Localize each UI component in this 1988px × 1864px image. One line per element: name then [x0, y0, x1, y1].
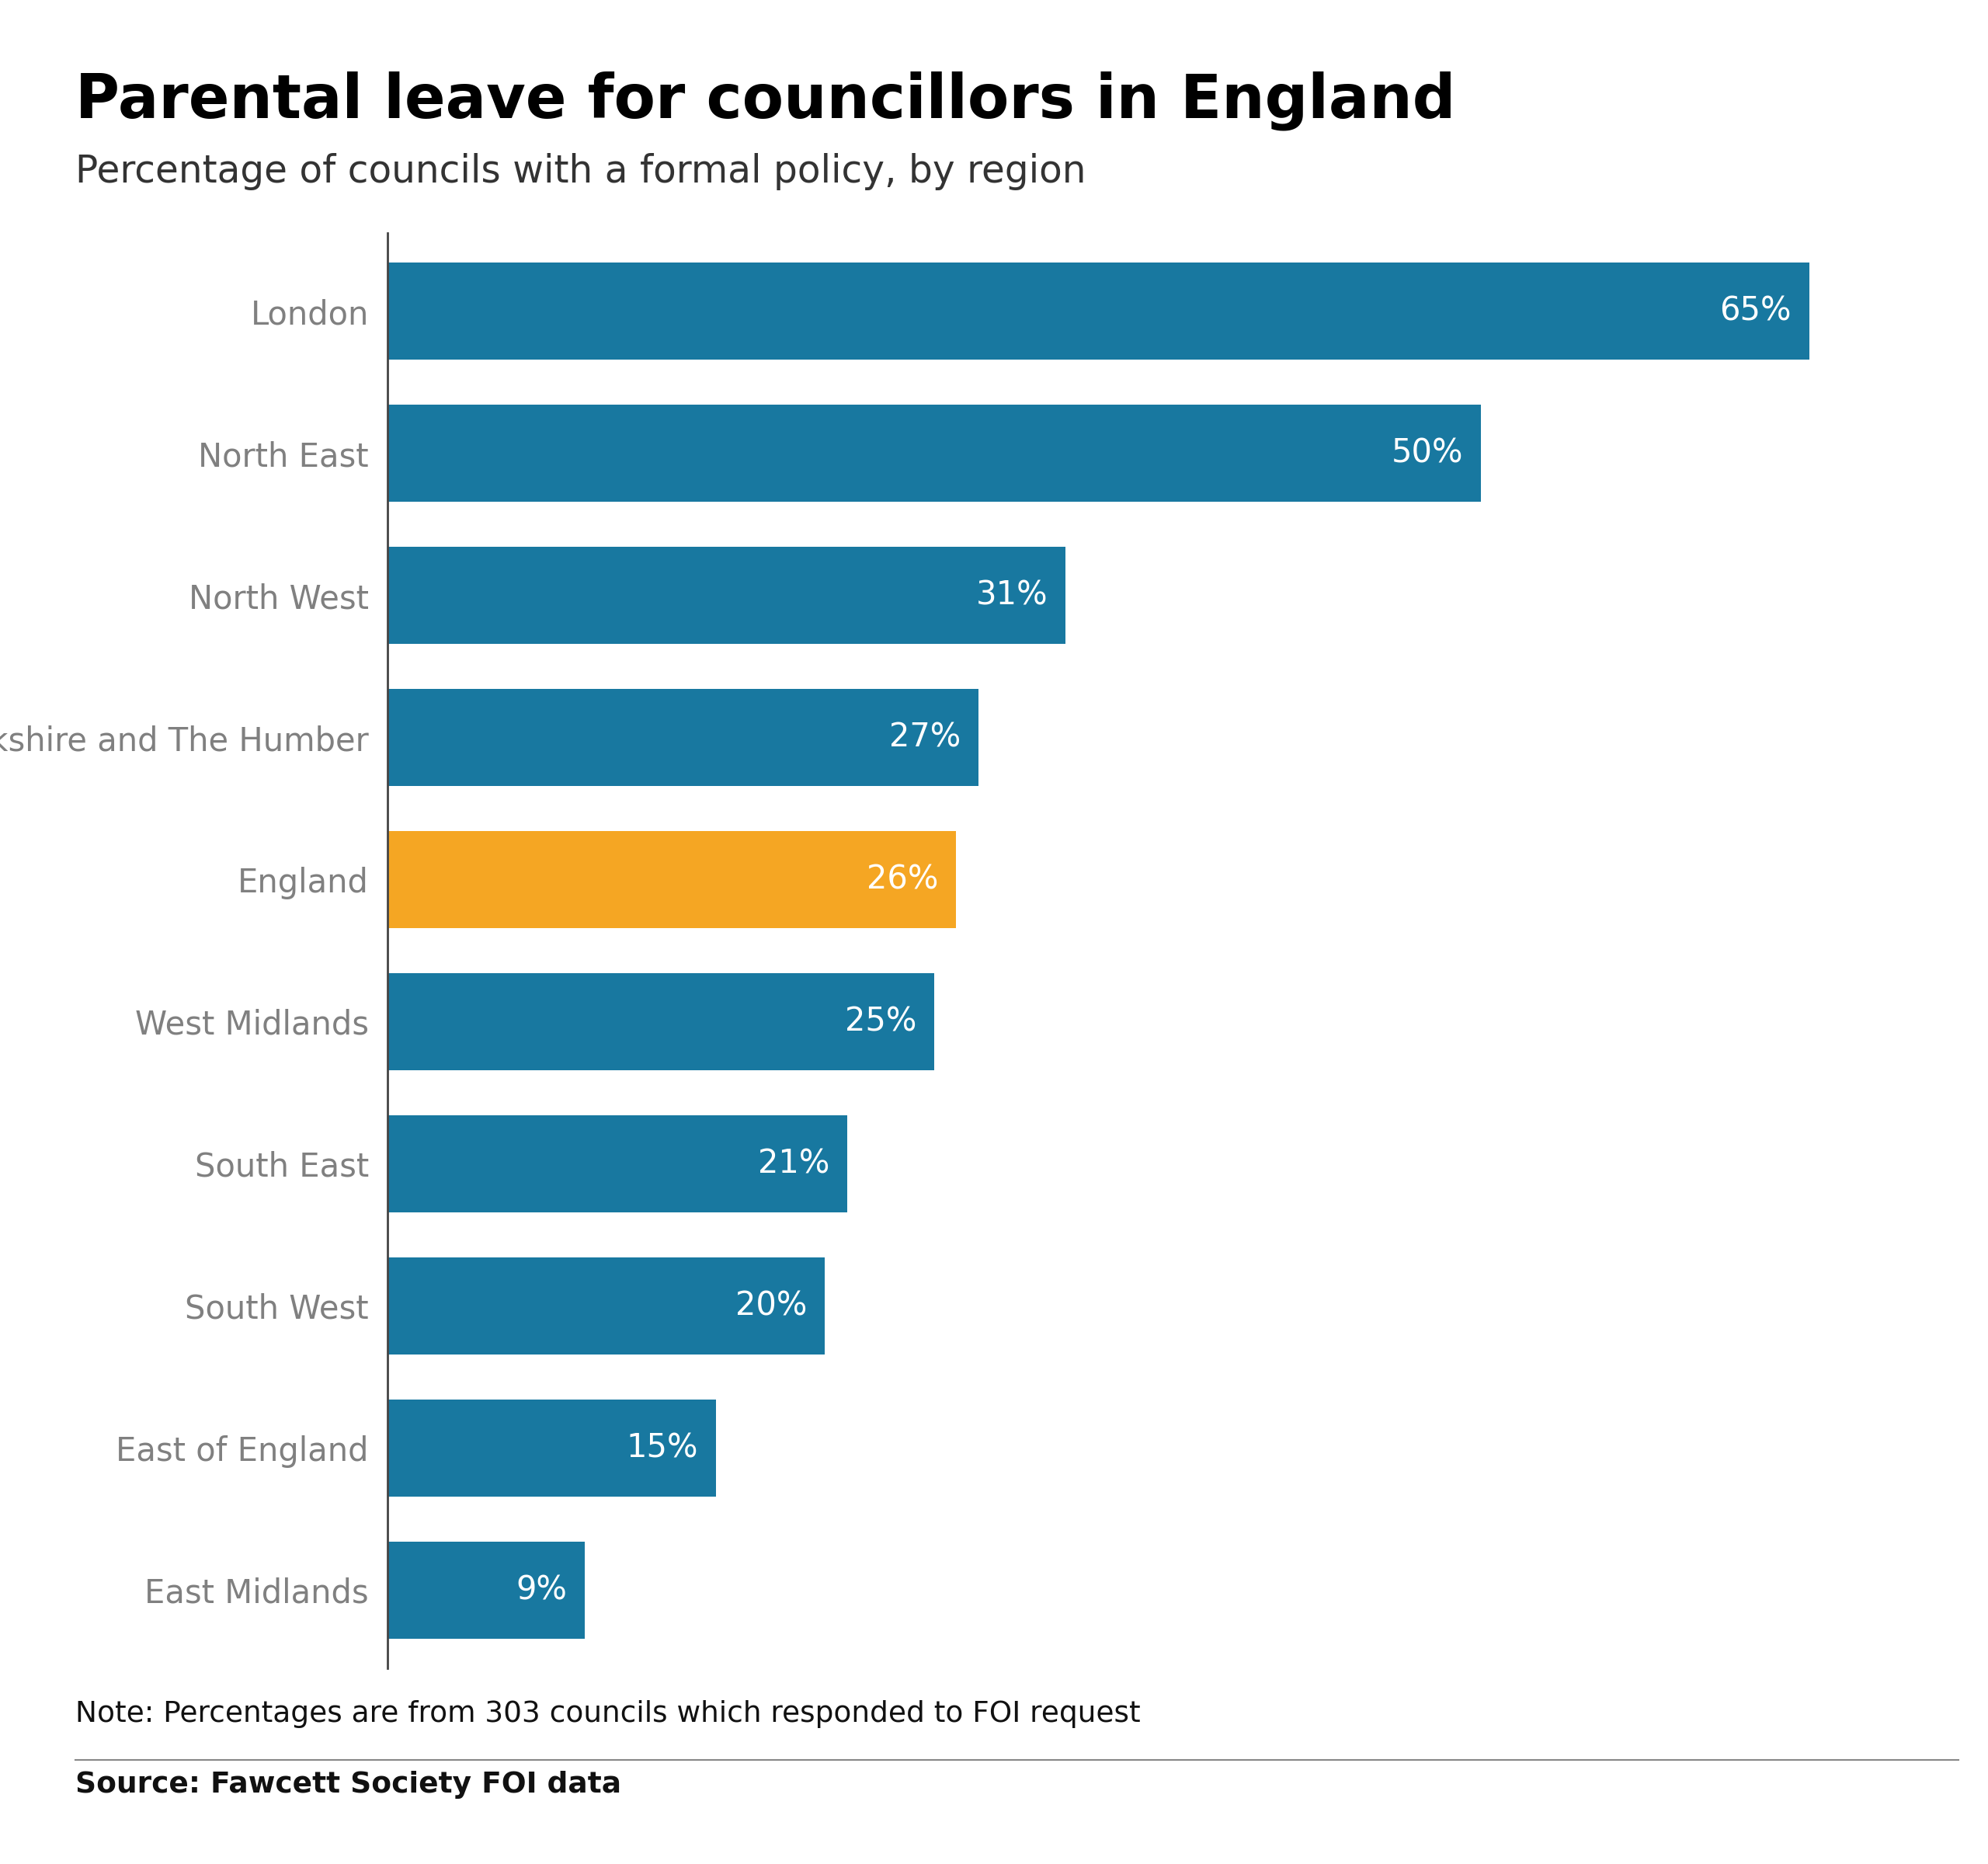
Text: Note: Percentages are from 303 councils which responded to FOI request: Note: Percentages are from 303 councils …	[76, 1700, 1141, 1728]
Bar	[388, 263, 1809, 360]
Bar	[388, 1115, 847, 1212]
Bar	[388, 690, 978, 787]
Text: 31%: 31%	[976, 580, 1048, 611]
Text: 27%: 27%	[889, 721, 960, 753]
Text: 21%: 21%	[757, 1148, 829, 1180]
Bar	[388, 1258, 825, 1355]
Text: 25%: 25%	[845, 1005, 916, 1038]
Bar	[388, 1542, 584, 1638]
Bar	[388, 404, 1481, 501]
Text: 65%: 65%	[1720, 295, 1791, 328]
Text: Parental leave for councillors in England: Parental leave for councillors in Englan…	[76, 71, 1455, 130]
Text: Percentage of councils with a formal policy, by region: Percentage of councils with a formal pol…	[76, 153, 1085, 190]
Bar	[388, 1400, 716, 1497]
Bar	[388, 831, 956, 928]
Text: 50%: 50%	[1392, 436, 1463, 470]
Text: BBC: BBC	[1863, 1791, 1934, 1825]
Text: 26%: 26%	[867, 863, 938, 897]
Text: 20%: 20%	[736, 1290, 807, 1322]
Bar	[388, 546, 1066, 643]
Bar	[388, 973, 934, 1070]
Text: 9%: 9%	[515, 1573, 567, 1607]
Text: Source: Fawcett Society FOI data: Source: Fawcett Society FOI data	[76, 1771, 622, 1799]
Text: 15%: 15%	[626, 1432, 698, 1465]
